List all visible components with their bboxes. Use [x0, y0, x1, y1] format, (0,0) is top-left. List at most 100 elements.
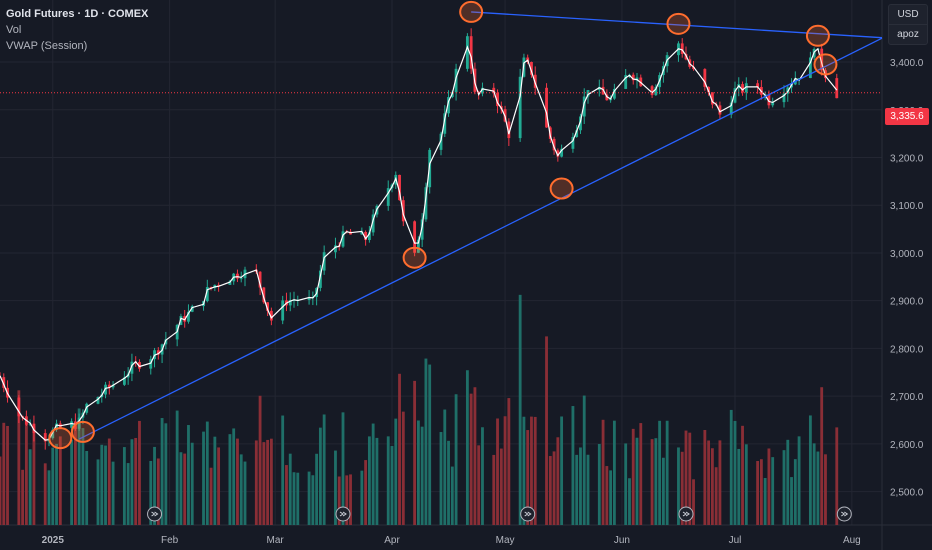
event-arrow-icon [339, 511, 347, 517]
scale-mode-button[interactable]: apoz [897, 29, 919, 40]
volume-bar [130, 439, 134, 525]
volume-bar [149, 460, 153, 525]
candle-body [318, 270, 322, 288]
candle-body [217, 284, 221, 286]
volume-bar [85, 450, 89, 525]
candle-body [797, 78, 801, 80]
candle-body [741, 84, 744, 93]
volume-bar [236, 438, 239, 525]
volume-bar [311, 475, 315, 525]
volume-bar [835, 427, 839, 525]
candle-body [575, 130, 579, 137]
volume-bar [239, 454, 243, 525]
volume-bar [318, 427, 322, 525]
candle-body [138, 362, 141, 369]
volume-bar [601, 419, 605, 525]
x-tick-label: Feb [161, 535, 179, 546]
candle-body [266, 302, 270, 311]
candle-body [269, 310, 273, 321]
candle-body [292, 300, 296, 302]
volume-bar [492, 454, 496, 525]
highlight-marker [549, 177, 574, 200]
volume-bar [733, 420, 737, 525]
volume-bar [526, 430, 530, 525]
candle-body [744, 83, 748, 93]
volume-bar [786, 439, 790, 525]
volume-bar [187, 425, 190, 525]
volume-bar [205, 421, 209, 525]
volume-bar [530, 416, 533, 525]
volume-bar [2, 422, 6, 525]
candle-body [179, 316, 183, 325]
volume-bar [473, 387, 477, 525]
volume-bar [790, 477, 793, 525]
volume-bar [81, 428, 85, 525]
volume-bar [518, 294, 522, 525]
candle-body [364, 231, 368, 241]
candle-body [104, 384, 107, 395]
candle-body [835, 78, 839, 99]
volume-bar [28, 449, 32, 525]
candle-body [680, 43, 684, 54]
candle-body [518, 76, 522, 139]
volume-bar [665, 420, 669, 525]
highlight-marker [666, 12, 691, 35]
volume-bar [579, 447, 582, 525]
candle-body [545, 87, 548, 128]
volume-bar [718, 440, 722, 525]
candle-body [703, 69, 707, 87]
volume-bar [428, 364, 432, 525]
candle-body [209, 287, 213, 289]
candle-body [228, 281, 232, 285]
candle-body [469, 36, 473, 69]
y-tick-label: 3,100.0 [890, 201, 924, 212]
candle-body [631, 74, 635, 81]
candle-body [767, 94, 771, 106]
volume-bar [394, 418, 398, 525]
candle-body [820, 48, 824, 71]
volume-bar [190, 442, 194, 525]
event-arrow-icon [841, 511, 849, 517]
volume-bar [680, 451, 684, 525]
volume-bar [654, 438, 658, 525]
volume-bar [126, 463, 130, 525]
volume-bar [398, 373, 401, 525]
volume-bar [729, 409, 733, 525]
volume-bar [522, 416, 526, 525]
volume-bar [160, 418, 164, 525]
volume-bar [465, 370, 469, 525]
volume-bar [349, 474, 352, 525]
candle-body [96, 397, 100, 404]
candle-body [258, 271, 262, 288]
candle-body [624, 75, 628, 89]
volume-bar [812, 443, 816, 525]
y-tick-label: 3,200.0 [890, 154, 924, 165]
volume-bar [416, 420, 420, 525]
volume-bar [447, 440, 450, 525]
volume-bar [17, 390, 21, 525]
volume-bar [390, 446, 394, 525]
highlight-marker [813, 53, 838, 76]
y-tick-label: 2,800.0 [890, 344, 924, 355]
volume-bar [639, 423, 643, 525]
candle-body [707, 86, 711, 93]
volume-bar [658, 420, 662, 525]
volume-indicator-label[interactable]: Vol [6, 24, 22, 36]
volume-bar [209, 467, 213, 525]
candle-body [107, 384, 111, 388]
volume-bar [450, 466, 454, 525]
volume-bar [552, 451, 556, 525]
volume-bar [771, 457, 775, 525]
vwap-indicator-label[interactable]: VWAP (Session) [6, 40, 88, 52]
candle-body [782, 93, 786, 103]
currency-button[interactable]: USD [889, 5, 927, 25]
volume-bar [24, 419, 28, 525]
candle-body [481, 87, 484, 94]
volume-bar [43, 463, 47, 525]
symbol-title[interactable]: Gold Futures · 1D · COMEX [6, 8, 149, 20]
candle-body [398, 174, 401, 201]
volume-bar [217, 447, 221, 525]
candle-body [32, 423, 36, 434]
y-tick-label: 2,900.0 [890, 297, 924, 308]
